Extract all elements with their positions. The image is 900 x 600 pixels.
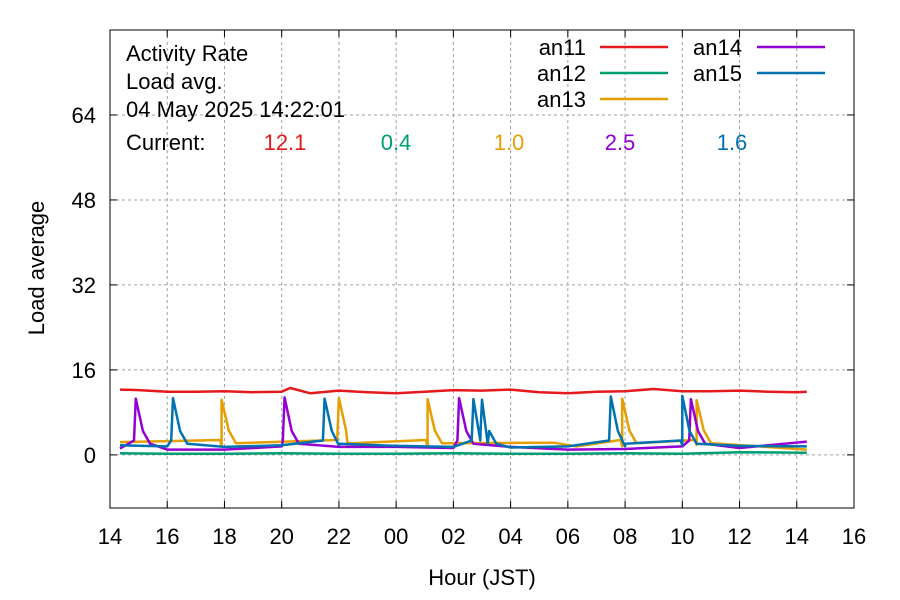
y-tick-label: 64: [72, 103, 96, 128]
y-tick-label: 48: [72, 188, 96, 213]
x-tick-label: 10: [670, 524, 694, 549]
x-tick-label: 02: [441, 524, 465, 549]
axis-ticks: 14 16 18 20 22 00 02 04 06 08 10 12 14 16 0 16 32 48 64: [72, 30, 866, 549]
chart-title: Activity Rate: [126, 41, 248, 66]
legend-label-an13: an13: [537, 87, 586, 112]
current-value-an12: 0.4: [381, 130, 412, 155]
current-label: Current:: [126, 130, 205, 155]
x-tick-label: 14: [785, 524, 809, 549]
current-value-an14: 2.5: [605, 130, 636, 155]
x-tick-label: 16: [155, 524, 179, 549]
legend-label-an15: an15: [693, 61, 742, 86]
x-tick-label: 08: [613, 524, 637, 549]
legend-label-an14: an14: [693, 35, 742, 60]
x-tick-label: 14: [98, 524, 122, 549]
x-axis-label: Hour (JST): [428, 565, 536, 590]
chart-subtitle: Load avg.: [126, 69, 223, 94]
x-tick-label: 16: [842, 524, 866, 549]
x-tick-label: 18: [212, 524, 236, 549]
series-lines: [119, 386, 807, 456]
current-value-an13: 1.0: [494, 130, 525, 155]
x-tick-label: 22: [327, 524, 351, 549]
x-tick-label: 06: [556, 524, 580, 549]
legend-label-an11: an11: [539, 35, 586, 60]
x-tick-label: 00: [384, 524, 408, 549]
x-tick-label: 20: [269, 524, 293, 549]
y-tick-label: 0: [84, 443, 96, 468]
x-tick-label: 04: [498, 524, 522, 549]
current-values: 12.1 0.4 1.0 2.5 1.6: [264, 130, 748, 155]
current-value-an15: 1.6: [717, 130, 748, 155]
series-line-an11: [119, 386, 807, 395]
chart-timestamp: 04 May 2025 14:22:01: [126, 97, 345, 122]
y-tick-label: 32: [72, 273, 96, 298]
plot-frame: [109, 29, 855, 509]
x-tick-label: 12: [727, 524, 751, 549]
series-line-an15: [119, 394, 807, 449]
y-tick-label: 16: [72, 358, 96, 383]
legend-label-an12: an12: [537, 61, 586, 86]
y-axis-label: Load average: [24, 201, 49, 336]
series-line-an12: [119, 450, 807, 456]
current-value-an11: 12.1: [264, 130, 307, 155]
